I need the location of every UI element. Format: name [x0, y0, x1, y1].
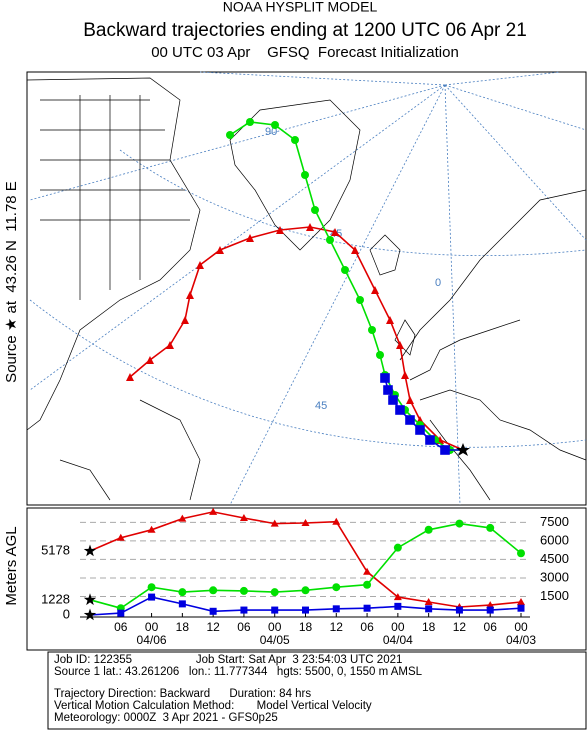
- y-tick-label: 4500: [540, 551, 569, 566]
- graticule-label: 90: [265, 126, 277, 138]
- map-frame: [26, 71, 587, 506]
- x-tick-label: 00: [145, 620, 159, 634]
- point: [393, 543, 402, 552]
- trajectories: [126, 118, 464, 455]
- point: [147, 583, 156, 592]
- trajectory-blue: [380, 373, 463, 455]
- footer-line: Meteorology: 0000Z 3 Apr 2021 - GFS0p25: [54, 712, 278, 724]
- point: [517, 598, 525, 606]
- point: [332, 605, 340, 613]
- point: [270, 588, 279, 597]
- point: [301, 518, 310, 526]
- x-tick-label: 12: [453, 620, 467, 634]
- point: [148, 593, 156, 601]
- x-date-label: 04/05: [260, 633, 290, 647]
- point: [271, 606, 279, 614]
- point: [424, 598, 433, 606]
- graticule-label: 0: [435, 277, 441, 289]
- header-line: 00 UTC 03 Apr GFSQ Forecast Initializati…: [151, 44, 459, 61]
- header-line: NOAA HYSPLIT MODEL: [223, 0, 378, 15]
- footer-line: Job ID: 122355 Job Start: Sat Apr 3 23:5…: [54, 654, 402, 666]
- x-tick-label: 18: [176, 620, 190, 634]
- x-tick-label: 18: [422, 620, 436, 634]
- point: [486, 601, 495, 609]
- point: [117, 609, 125, 617]
- point: [517, 604, 525, 612]
- x-tick-label: 06: [114, 620, 128, 634]
- point: [363, 567, 372, 575]
- start-star: [83, 608, 97, 621]
- start-height-label: 5178: [41, 542, 70, 557]
- point: [363, 580, 372, 589]
- y-tick-label: 1500: [540, 588, 569, 603]
- y-tick-label: 6000: [540, 532, 569, 547]
- point: [332, 517, 341, 525]
- point: [239, 586, 248, 595]
- footer-frame: [47, 651, 587, 730]
- point: [178, 588, 187, 597]
- point: [116, 533, 125, 541]
- footer-line: Trajectory Direction: Backward Duration:…: [54, 688, 311, 700]
- y-tick-label: 7500: [540, 514, 569, 529]
- point: [302, 606, 309, 614]
- start-star: [83, 593, 97, 606]
- x-date-label: 04/04: [383, 633, 413, 647]
- point: [209, 507, 218, 515]
- map-side-label: Source ★ at 43.26 N 11.78 E: [3, 181, 20, 383]
- x-date-label: 04/03: [506, 633, 536, 647]
- point: [209, 586, 218, 595]
- point: [178, 514, 187, 522]
- x-tick-label: 06: [237, 620, 251, 634]
- x-tick-label: 18: [299, 620, 313, 634]
- y-tick-label: 3000: [540, 569, 569, 584]
- point: [455, 606, 463, 614]
- x-tick-label: 00: [514, 620, 528, 634]
- graticule-label: 45: [315, 400, 327, 412]
- x-tick-label: 12: [206, 620, 220, 634]
- x-tick-label: 00: [391, 620, 405, 634]
- chart-frame: [26, 507, 587, 651]
- point: [301, 586, 310, 595]
- point: [209, 607, 217, 615]
- point: [455, 519, 464, 528]
- start-height-label: 1228: [41, 591, 70, 606]
- point: [393, 593, 402, 601]
- x-tick-label: 12: [330, 620, 344, 634]
- point: [239, 514, 248, 522]
- point: [486, 523, 495, 532]
- point: [332, 583, 341, 592]
- point: [394, 602, 402, 610]
- y-axis-label: Meters AGL: [3, 526, 20, 605]
- footer-line: Vertical Motion Calculation Method: Mode…: [54, 700, 372, 712]
- x-date-label: 04/06: [137, 633, 167, 647]
- point: [425, 605, 433, 613]
- x-tick-label: 06: [360, 620, 374, 634]
- x-tick-label: 06: [484, 620, 498, 634]
- point: [270, 519, 279, 527]
- point: [424, 525, 433, 534]
- point: [363, 604, 371, 612]
- source-star: [456, 443, 470, 456]
- footer-line: Source 1 lat.: 43.261206 lon.: 11.777344…: [54, 666, 423, 678]
- start-height-label: 0: [63, 606, 70, 621]
- header-title: Backward trajectories ending at 1200 UTC…: [83, 20, 527, 41]
- point: [486, 606, 494, 614]
- point: [178, 600, 186, 608]
- x-tick-label: 00: [268, 620, 282, 634]
- point: [517, 549, 525, 558]
- point: [240, 606, 248, 614]
- point: [147, 525, 156, 533]
- start-star: [83, 544, 97, 557]
